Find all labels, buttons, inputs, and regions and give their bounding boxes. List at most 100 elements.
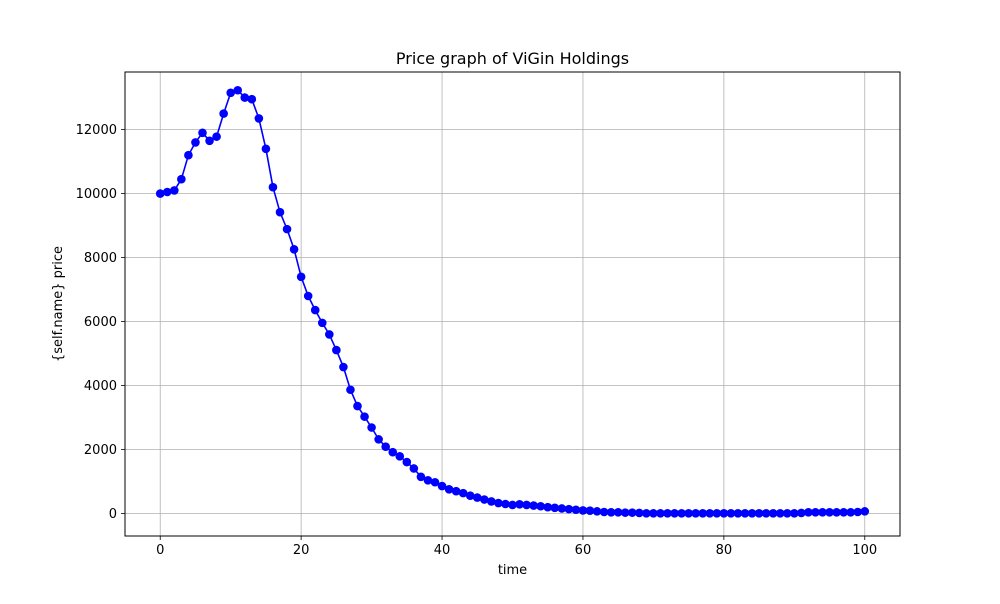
data-point [768, 508, 778, 518]
data-point [480, 495, 489, 504]
y-tick-label: 4000 [84, 379, 117, 394]
data-point [409, 464, 419, 473]
data-point [310, 305, 320, 315]
y-axis-label: {self.name} price [51, 246, 66, 362]
y-axis-ticks: 0 2000 4000 6000 8000 10000 12000 [76, 123, 125, 522]
data-point [360, 412, 369, 421]
y-tick-label: 0 [109, 507, 117, 522]
data-point [374, 435, 383, 444]
data-point [797, 508, 806, 518]
data-point [170, 186, 179, 195]
data-point [839, 508, 848, 517]
data-point [388, 447, 398, 457]
data-point [494, 498, 503, 508]
data-point [846, 508, 855, 517]
y-tick-label: 12000 [76, 123, 117, 138]
data-point [790, 508, 799, 518]
data-point [325, 330, 334, 339]
data-point [395, 452, 405, 461]
data-point [247, 94, 257, 104]
x-tick-label: 40 [434, 543, 451, 558]
data-point [642, 508, 651, 518]
data-point [740, 508, 750, 518]
data-point [571, 505, 581, 515]
y-tick-label: 6000 [84, 315, 117, 330]
data-point [254, 114, 264, 123]
data-point [627, 508, 637, 517]
y-tick-label: 8000 [84, 251, 117, 266]
data-point [296, 272, 306, 282]
data-point [606, 508, 616, 517]
x-tick-label: 20 [293, 543, 310, 558]
data-point [712, 508, 722, 518]
data-point [205, 136, 214, 146]
data-point [515, 500, 524, 509]
data-point [543, 502, 553, 512]
data-point [423, 476, 433, 485]
data-point [353, 401, 362, 411]
data-point [303, 291, 313, 301]
data-point [162, 187, 172, 197]
data-point [416, 472, 426, 482]
data-point [275, 207, 285, 217]
data-point [620, 508, 630, 517]
data-point [465, 491, 475, 500]
x-tick-label: 60 [575, 543, 592, 558]
data-point [487, 497, 496, 506]
data-point [233, 85, 243, 95]
data-point [649, 508, 658, 518]
chart-title: Price graph of ViGin Holdings [396, 49, 629, 68]
data-point [219, 109, 228, 118]
data-point [472, 493, 482, 502]
data-point [754, 508, 764, 518]
data-point [317, 318, 327, 328]
data-point [444, 484, 454, 494]
x-tick-label: 0 [156, 543, 164, 558]
data-point [402, 457, 412, 467]
data-point [761, 508, 771, 518]
data-point [832, 508, 841, 517]
data-point [670, 508, 679, 518]
data-point [585, 506, 595, 516]
data-point [501, 499, 510, 509]
x-tick-label: 100 [852, 543, 877, 558]
data-point [184, 150, 193, 160]
data-point [705, 508, 715, 518]
data-point [811, 508, 820, 517]
y-tick-label: 10000 [76, 187, 117, 202]
data-point [536, 501, 545, 511]
data-point [522, 500, 531, 510]
data-point [719, 508, 729, 518]
data-point [775, 508, 785, 518]
data-point [226, 88, 235, 98]
data-point [804, 508, 813, 517]
data-point [564, 504, 574, 514]
data-point [346, 385, 355, 395]
data-point [529, 501, 538, 510]
data-point [437, 481, 447, 491]
data-point [550, 503, 560, 513]
data-point [261, 144, 271, 154]
data-point [212, 132, 221, 141]
plot-data [155, 85, 870, 518]
data-point [381, 442, 390, 452]
data-point [747, 508, 757, 518]
x-axis-ticks: 0 20 40 60 80 100 [156, 536, 877, 558]
data-point [578, 506, 588, 515]
data-point [430, 477, 440, 487]
data-point [853, 507, 863, 517]
data-point [733, 508, 743, 518]
data-point [635, 508, 644, 518]
data-point [458, 488, 468, 498]
data-point [818, 508, 827, 517]
data-point [613, 508, 623, 517]
data-point [782, 508, 792, 518]
data-point [663, 508, 672, 518]
data-point [825, 508, 834, 517]
data-point [339, 362, 348, 372]
data-point [656, 508, 665, 518]
x-axis-label: time [498, 563, 527, 578]
data-point [289, 244, 299, 254]
